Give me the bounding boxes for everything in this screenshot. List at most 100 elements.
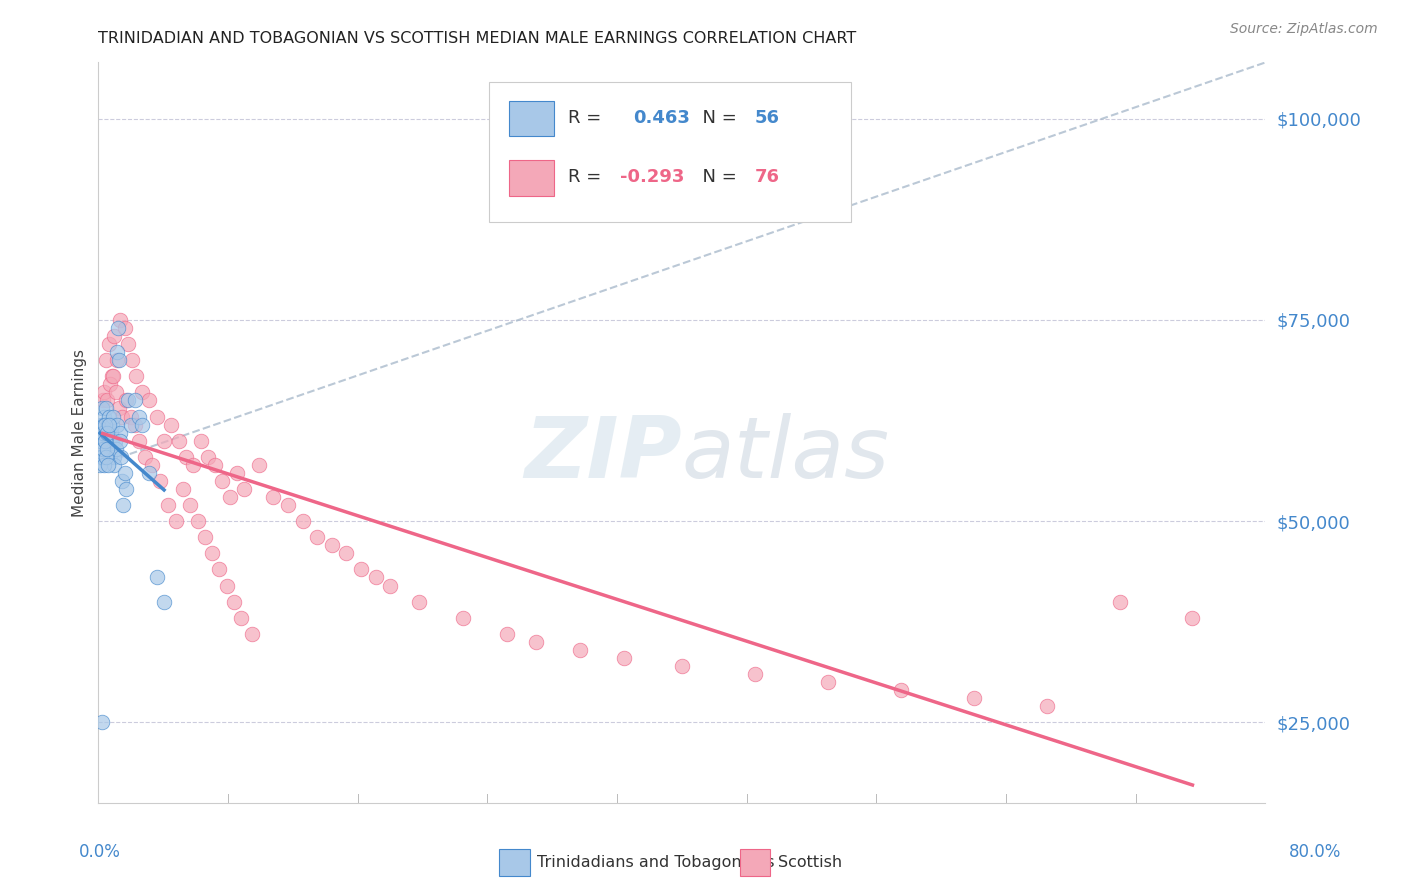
Point bbox=[146, 570, 169, 584]
Point bbox=[125, 369, 148, 384]
Point bbox=[97, 458, 120, 472]
Point bbox=[91, 425, 114, 440]
Y-axis label: Median Male Earnings: Median Male Earnings bbox=[72, 349, 87, 516]
Point bbox=[93, 417, 115, 432]
Point bbox=[112, 498, 135, 512]
Point bbox=[97, 337, 120, 351]
Point bbox=[167, 434, 190, 448]
Point bbox=[111, 409, 134, 424]
Point bbox=[90, 417, 112, 432]
Point bbox=[105, 417, 128, 432]
Point bbox=[172, 482, 194, 496]
Point bbox=[101, 369, 124, 384]
Point bbox=[96, 393, 118, 408]
Point bbox=[101, 409, 124, 424]
Point bbox=[231, 610, 253, 624]
Point bbox=[197, 450, 219, 464]
Point bbox=[90, 715, 112, 730]
Point bbox=[128, 409, 150, 424]
Point bbox=[104, 385, 127, 400]
Point bbox=[179, 498, 201, 512]
FancyBboxPatch shape bbox=[509, 161, 554, 195]
Point bbox=[1035, 699, 1057, 714]
Point bbox=[138, 393, 160, 408]
Point bbox=[91, 401, 114, 416]
Point bbox=[291, 514, 314, 528]
Point bbox=[194, 530, 217, 544]
Point bbox=[98, 434, 121, 448]
Point bbox=[335, 546, 357, 560]
Point bbox=[111, 474, 134, 488]
Point bbox=[96, 442, 118, 456]
FancyBboxPatch shape bbox=[489, 82, 851, 221]
Point bbox=[97, 409, 120, 424]
Point bbox=[103, 458, 125, 472]
Point bbox=[671, 659, 693, 673]
Point bbox=[100, 369, 122, 384]
Point bbox=[962, 691, 984, 706]
Text: TRINIDADIAN AND TOBAGONIAN VS SCOTTISH MEDIAN MALE EARNINGS CORRELATION CHART: TRINIDADIAN AND TOBAGONIAN VS SCOTTISH M… bbox=[98, 31, 856, 46]
Text: 56: 56 bbox=[754, 109, 779, 127]
Point bbox=[108, 425, 131, 440]
Text: -0.293: -0.293 bbox=[620, 169, 685, 186]
Point bbox=[613, 651, 636, 665]
Point bbox=[208, 562, 231, 576]
Point bbox=[124, 417, 146, 432]
Point bbox=[96, 425, 118, 440]
Point bbox=[94, 401, 117, 416]
Point bbox=[93, 458, 115, 472]
Point bbox=[90, 434, 112, 448]
Point bbox=[94, 450, 117, 464]
Point bbox=[96, 425, 118, 440]
Point bbox=[277, 498, 299, 512]
Text: N =: N = bbox=[692, 109, 742, 127]
Point bbox=[124, 393, 146, 408]
Point bbox=[110, 434, 132, 448]
Point bbox=[181, 458, 204, 472]
Point bbox=[115, 393, 138, 408]
Text: Source: ZipAtlas.com: Source: ZipAtlas.com bbox=[1230, 22, 1378, 37]
Point bbox=[104, 434, 127, 448]
Text: R =: R = bbox=[568, 109, 612, 127]
Point bbox=[93, 385, 115, 400]
Point bbox=[117, 337, 139, 351]
Point bbox=[89, 450, 111, 464]
Point bbox=[105, 353, 128, 368]
Point bbox=[174, 450, 197, 464]
Text: R =: R = bbox=[568, 169, 606, 186]
Point bbox=[107, 321, 129, 335]
Point bbox=[1181, 610, 1204, 624]
Point bbox=[93, 409, 115, 424]
Point bbox=[744, 667, 766, 681]
Point bbox=[114, 321, 136, 335]
Point bbox=[240, 627, 263, 641]
Point bbox=[160, 417, 183, 432]
Point bbox=[364, 570, 387, 584]
Text: Scottish: Scottish bbox=[778, 855, 842, 870]
Point bbox=[211, 474, 233, 488]
Point bbox=[108, 401, 131, 416]
Point bbox=[149, 474, 172, 488]
Text: 0.463: 0.463 bbox=[633, 109, 690, 127]
Point bbox=[91, 442, 114, 456]
Point bbox=[380, 578, 402, 592]
Point bbox=[218, 490, 240, 504]
Point bbox=[120, 417, 142, 432]
Point bbox=[451, 610, 474, 624]
Point bbox=[153, 434, 176, 448]
Point bbox=[190, 434, 212, 448]
Point bbox=[153, 594, 176, 608]
Text: ZIP: ZIP bbox=[524, 413, 682, 496]
Point bbox=[350, 562, 373, 576]
Point bbox=[568, 643, 591, 657]
Text: 76: 76 bbox=[754, 169, 779, 186]
Point bbox=[157, 498, 180, 512]
Point bbox=[96, 442, 118, 456]
Point bbox=[222, 594, 245, 608]
Point bbox=[204, 458, 226, 472]
Point bbox=[524, 635, 547, 649]
Point bbox=[263, 490, 285, 504]
Point bbox=[1108, 594, 1130, 608]
Point bbox=[100, 425, 122, 440]
Point bbox=[138, 466, 160, 480]
